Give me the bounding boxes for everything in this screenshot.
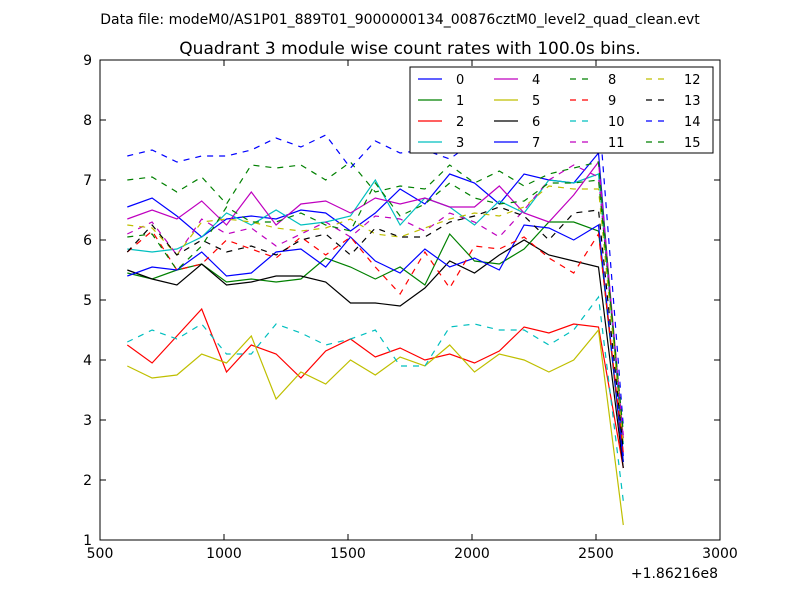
y-tick-label: 9 bbox=[83, 53, 92, 69]
chart-title: Quadrant 3 module wise count rates with … bbox=[179, 39, 640, 59]
x-tick-label: 1000 bbox=[206, 546, 242, 562]
series-line-1 bbox=[127, 221, 624, 463]
series-line-5 bbox=[127, 328, 624, 526]
legend-label-1: 1 bbox=[456, 94, 464, 109]
series-line-10 bbox=[127, 295, 624, 502]
series-line-15 bbox=[127, 179, 624, 433]
legend-label-10: 10 bbox=[608, 115, 625, 130]
x-tick-label: 1500 bbox=[330, 546, 366, 562]
series-layer bbox=[126, 106, 624, 526]
legend-label-0: 0 bbox=[456, 73, 464, 88]
x-offset-label: +1.86216e8 bbox=[631, 566, 718, 582]
y-tick-label: 4 bbox=[83, 353, 92, 369]
series-line-12 bbox=[127, 185, 624, 445]
x-tick-label: 3000 bbox=[702, 546, 738, 562]
legend-label-2: 2 bbox=[456, 115, 464, 130]
series-line-3 bbox=[127, 173, 624, 445]
y-tick-label: 2 bbox=[83, 473, 92, 489]
legend-label-5: 5 bbox=[532, 94, 540, 109]
series-line-11 bbox=[127, 164, 624, 436]
legend-label-14: 14 bbox=[684, 115, 701, 130]
legend-label-8: 8 bbox=[608, 73, 616, 88]
legend-label-4: 4 bbox=[532, 73, 540, 88]
y-tick-label: 5 bbox=[83, 293, 92, 309]
legend-label-6: 6 bbox=[532, 115, 540, 130]
x-tick-label: 2500 bbox=[578, 546, 614, 562]
series-line-9 bbox=[126, 230, 624, 454]
legend-label-13: 13 bbox=[684, 94, 701, 109]
series-line-8 bbox=[127, 161, 624, 448]
x-tick-label: 2000 bbox=[454, 546, 490, 562]
y-tick-label: 7 bbox=[83, 173, 92, 189]
data-file-title: Data file: modeM0/AS1P01_889T01_90000001… bbox=[100, 12, 700, 28]
y-tick-label: 1 bbox=[83, 533, 92, 549]
legend-label-9: 9 bbox=[608, 94, 616, 109]
x-tick-label: 500 bbox=[87, 546, 114, 562]
series-line-7 bbox=[127, 223, 624, 463]
y-tick-label: 3 bbox=[83, 413, 92, 429]
legend-label-3: 3 bbox=[456, 136, 464, 151]
legend-label-7: 7 bbox=[532, 136, 540, 151]
series-line-4 bbox=[127, 160, 624, 439]
series-line-13 bbox=[126, 206, 624, 451]
y-tick-label: 8 bbox=[83, 113, 92, 129]
legend-label-15: 15 bbox=[684, 136, 701, 151]
legend-box bbox=[409, 66, 714, 154]
legend-label-11: 11 bbox=[608, 136, 625, 151]
legend-label-12: 12 bbox=[684, 73, 701, 88]
y-tick-label: 6 bbox=[83, 233, 92, 249]
series-line-2 bbox=[126, 307, 624, 469]
series-line-6 bbox=[127, 239, 624, 469]
